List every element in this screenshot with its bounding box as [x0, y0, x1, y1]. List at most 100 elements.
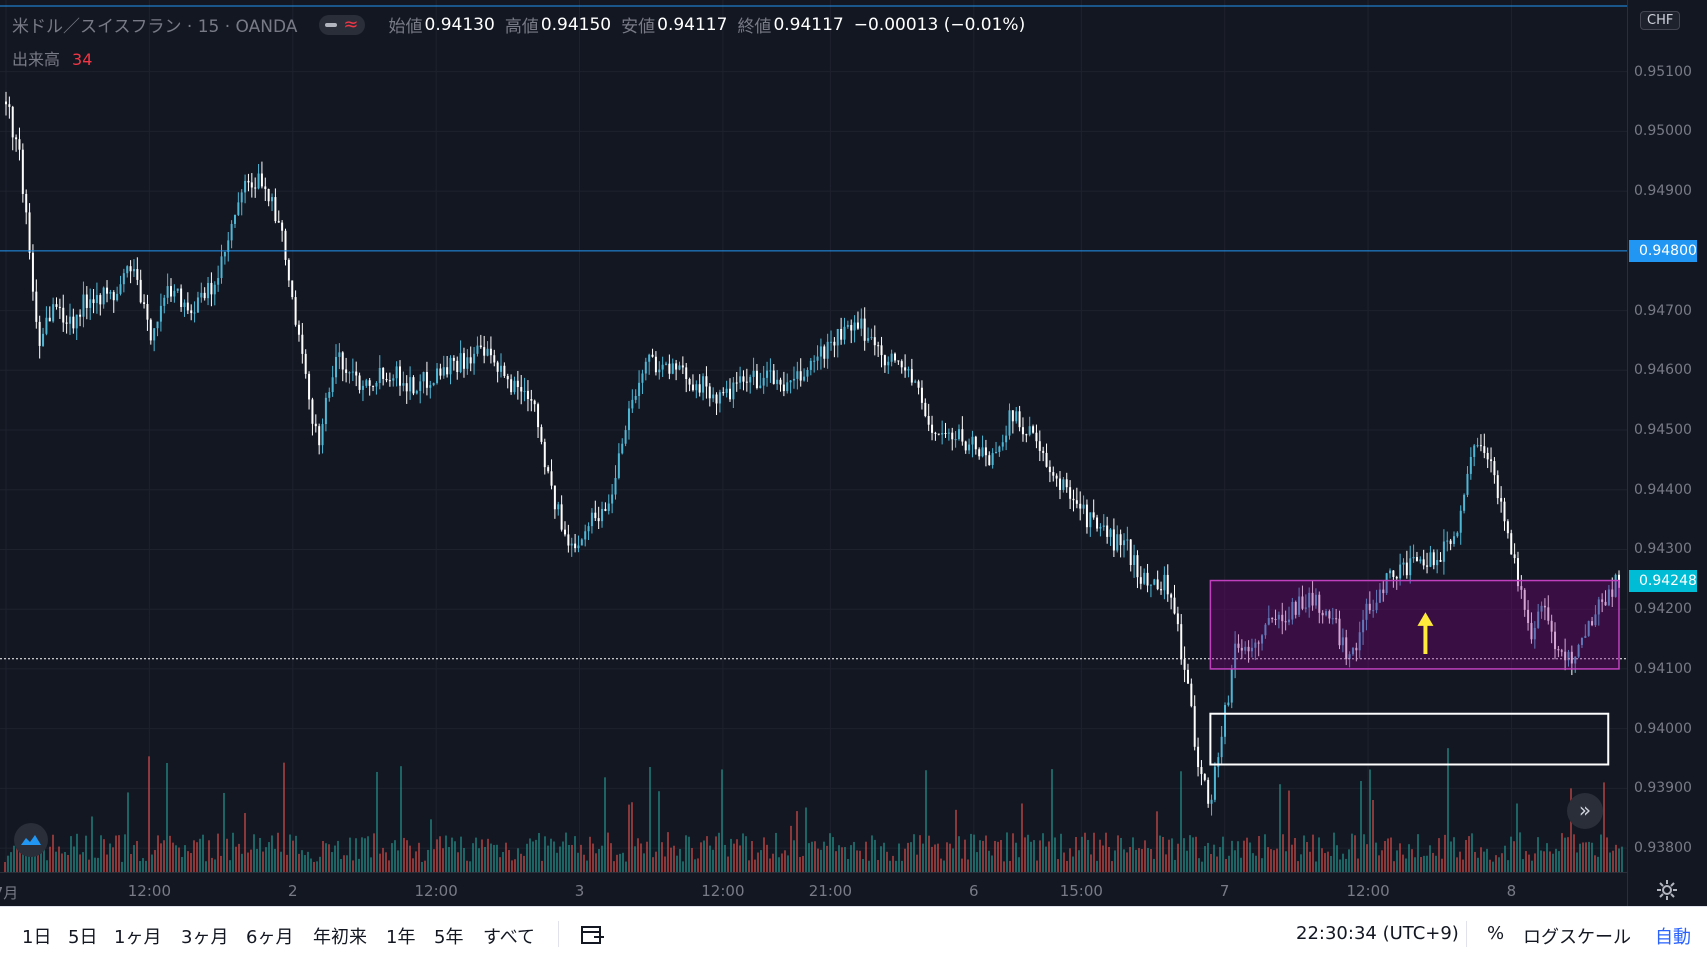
candle-body — [1136, 555, 1139, 578]
candle-body — [1143, 572, 1146, 584]
volume-bar — [1111, 861, 1113, 872]
candle-body — [708, 386, 711, 399]
volume-bar — [877, 859, 879, 872]
volume-bar — [1525, 851, 1527, 872]
volume-bar — [1354, 835, 1356, 872]
legend-toggle[interactable]: ≈ — [319, 14, 365, 35]
timeframe-button[interactable]: 5日 — [68, 927, 98, 948]
auto-scale-toggle[interactable]: 自動 — [1655, 927, 1691, 948]
volume-bar — [859, 850, 861, 872]
volume-bar — [397, 850, 399, 872]
candle-body — [1469, 456, 1472, 474]
volume-bar — [520, 853, 522, 872]
volume-bar — [1615, 844, 1617, 872]
volume-bar — [871, 835, 873, 872]
candle-body — [112, 292, 115, 301]
close-label: 終値 — [737, 17, 772, 37]
volume-bar — [1399, 843, 1401, 872]
price-chart[interactable] — [0, 0, 1627, 872]
volume-bar — [1309, 851, 1311, 872]
candle-body — [1490, 459, 1493, 462]
volume-bar — [112, 847, 114, 872]
percent-toggle[interactable]: % — [1487, 923, 1505, 944]
candle-body — [297, 324, 300, 335]
candle-body — [193, 312, 196, 314]
volume-bar — [1135, 849, 1137, 872]
candle-body — [789, 380, 792, 383]
timeframe-button[interactable]: 3ヶ月 — [181, 927, 229, 948]
volume-bar — [1066, 860, 1068, 872]
volume-bar — [841, 847, 843, 872]
candle-body — [1389, 570, 1392, 574]
candle-body — [456, 360, 459, 372]
volume-bar — [208, 840, 210, 872]
volume-bar — [772, 853, 774, 872]
tradingview-logo[interactable] — [14, 823, 48, 857]
volume-bar — [1600, 834, 1602, 872]
timeframe-button[interactable]: 5年 — [434, 927, 464, 948]
volume-bar — [1597, 856, 1599, 872]
candle-body — [132, 269, 135, 272]
candle-body — [425, 372, 428, 388]
volume-bar — [418, 842, 420, 872]
volume-bar — [595, 853, 597, 872]
volume-bar — [508, 850, 510, 872]
date-range-icon[interactable] — [580, 923, 606, 947]
volume-bar — [676, 855, 678, 872]
volume-bar — [1018, 857, 1020, 872]
volume-bar — [958, 836, 960, 872]
volume-bar — [826, 845, 828, 872]
volume-bar — [1261, 858, 1263, 872]
candle-body — [35, 291, 38, 322]
time-axis[interactable]: 7月 12:00 2 12:00 3 12:00 21:00 6 15:00 7 12:00 8 — [0, 872, 1627, 906]
scroll-to-realtime-button[interactable]: » — [1567, 793, 1603, 829]
candle-body — [1362, 619, 1365, 633]
volume-bar — [199, 838, 201, 872]
price-tick-label: 0.94100 — [1634, 660, 1692, 677]
volume-bar — [154, 850, 156, 872]
candle-body — [1277, 614, 1280, 620]
candle-body — [109, 292, 112, 294]
volume-bar — [1069, 848, 1071, 872]
candle-body — [553, 485, 556, 510]
clock-display[interactable]: 22:30:34 (UTC+9) — [1296, 923, 1459, 944]
log-scale-toggle[interactable]: ログスケール — [1523, 927, 1631, 948]
candle-body — [1065, 479, 1068, 488]
candle-body — [1139, 577, 1142, 584]
volume-bar — [961, 858, 963, 872]
timeframe-button[interactable]: すべて — [483, 927, 536, 948]
volume-bar — [1258, 836, 1260, 872]
volume-bar — [298, 853, 300, 872]
volume-bar — [1267, 847, 1269, 872]
symbol-title[interactable]: 米ドル／スイスフラン · 15 · OANDA — [12, 17, 298, 37]
volume-bar — [1246, 837, 1248, 872]
volume-bar — [184, 845, 186, 872]
timeframe-button[interactable]: 1ヶ月 — [114, 927, 162, 948]
timeframe-button[interactable]: 1日 — [22, 927, 52, 948]
volume-bar — [343, 855, 345, 872]
timeframe-button[interactable]: 年初来 — [313, 927, 367, 948]
volume-bar — [850, 845, 852, 872]
currency-badge[interactable]: CHF — [1640, 11, 1681, 30]
price-scale[interactable] — [1627, 0, 1707, 906]
volume-bar — [1504, 845, 1506, 872]
volume-bar — [466, 860, 468, 872]
candle-body — [1375, 602, 1378, 611]
timeframe-button[interactable]: 1年 — [386, 927, 416, 948]
gear-icon[interactable] — [1655, 878, 1679, 902]
volume-bar — [226, 838, 228, 872]
volume-bar — [400, 766, 402, 872]
candle-body — [1338, 618, 1341, 646]
chart-area[interactable]: 米ドル／スイスフラン · 15 · OANDA ≈ 始値 0.94130 高値 0.… — [0, 0, 1707, 906]
volume-bar — [742, 833, 744, 872]
volume-bar — [1381, 850, 1383, 872]
timeframe-button[interactable]: 6ヶ月 — [246, 927, 294, 948]
candle-body — [1533, 627, 1536, 640]
volume-bar — [1192, 837, 1194, 872]
candle-body — [237, 202, 240, 215]
candle-body — [1436, 560, 1439, 566]
volume-bar — [322, 841, 324, 872]
volume-bar — [1270, 849, 1272, 872]
volume-bar — [832, 837, 834, 872]
candle-body — [267, 188, 270, 202]
